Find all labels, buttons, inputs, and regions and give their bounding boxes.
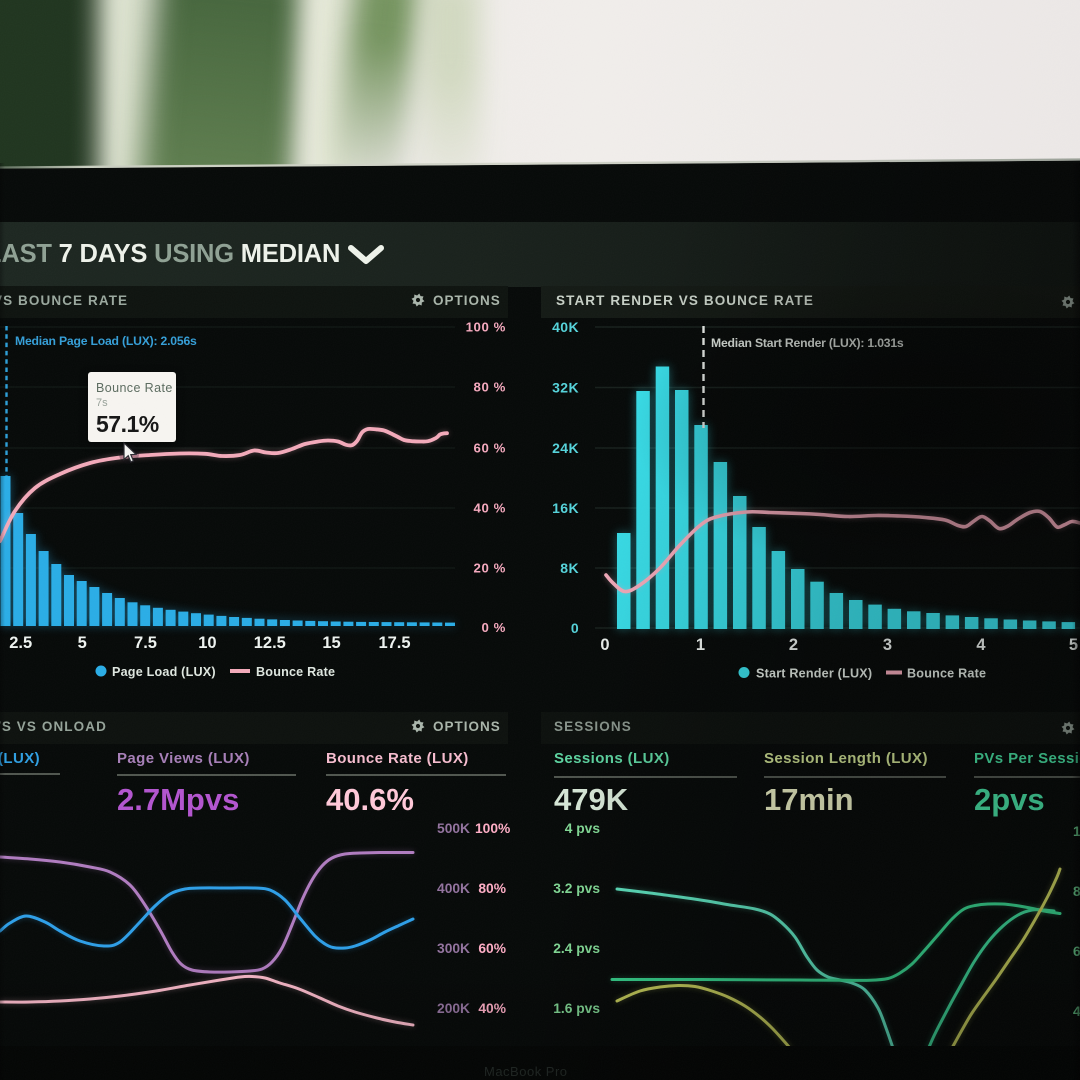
svg-text:4: 4 xyxy=(976,636,986,654)
svg-text:16K: 16K xyxy=(552,500,579,516)
svg-text:20 %: 20 % xyxy=(474,561,506,576)
svg-text:12.5: 12.5 xyxy=(254,634,286,652)
svg-text:32K: 32K xyxy=(552,380,579,396)
svg-text:Page Load (LUX): Page Load (LUX) xyxy=(112,665,216,679)
svg-text:24K: 24K xyxy=(552,440,579,456)
svg-text:0: 0 xyxy=(571,620,579,636)
svg-text:Bounce Rate: Bounce Rate xyxy=(256,665,335,679)
svg-text:1: 1 xyxy=(696,636,705,654)
svg-text:2.5: 2.5 xyxy=(9,634,32,652)
svg-text:5: 5 xyxy=(1069,636,1078,654)
svg-text:15: 15 xyxy=(322,634,340,652)
svg-text:8K: 8K xyxy=(560,560,579,576)
svg-text:3: 3 xyxy=(883,636,892,654)
svg-text:7.5: 7.5 xyxy=(134,634,157,652)
svg-text:100 %: 100 % xyxy=(466,320,506,335)
svg-text:80 %: 80 % xyxy=(474,380,506,395)
svg-text:40 %: 40 % xyxy=(474,501,506,516)
svg-text:0: 0 xyxy=(600,636,609,654)
svg-text:Bounce Rate: Bounce Rate xyxy=(907,667,986,681)
svg-text:2: 2 xyxy=(789,636,798,654)
svg-text:5: 5 xyxy=(78,634,87,652)
svg-text:40K: 40K xyxy=(552,319,579,335)
svg-text:60 %: 60 % xyxy=(474,441,506,456)
svg-text:Start Render (LUX): Start Render (LUX) xyxy=(756,667,872,681)
svg-text:10: 10 xyxy=(198,634,216,652)
svg-text:17.5: 17.5 xyxy=(378,634,410,652)
svg-text:0 %: 0 % xyxy=(481,620,506,635)
